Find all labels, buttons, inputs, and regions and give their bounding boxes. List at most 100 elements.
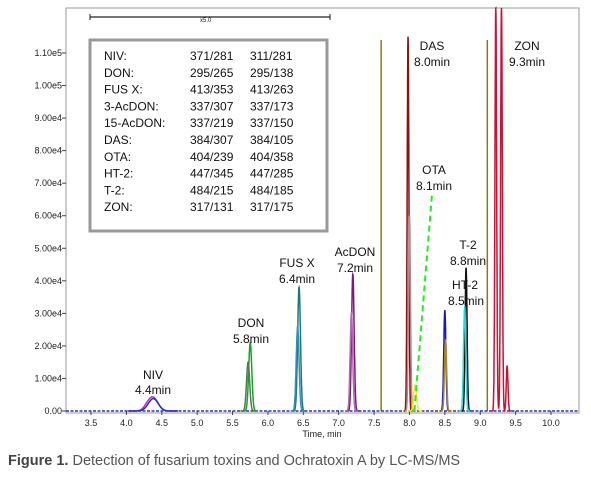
peak-label-time: 8.8min (450, 254, 486, 268)
y-tick-label: 2.00e4 (34, 341, 62, 351)
peak-label-time: 7.2min (337, 261, 373, 275)
caption-text: Detection of fusarium toxins and Ochrato… (68, 453, 461, 469)
legend-entry: ZON: 317/131 317/175 (104, 200, 294, 214)
y-tick-label: 5.00e4 (34, 243, 62, 253)
y-tick-label: 7.00e4 (34, 178, 62, 188)
trace-line (128, 397, 178, 412)
legend-entry-name: FUS X: (104, 83, 143, 97)
legend-entry: 3-AcDON: 337/307 337/173 (104, 99, 294, 113)
ota-dashed-trace (413, 192, 434, 412)
legend-entry-transition-1: 384/307 (190, 133, 234, 147)
y-tick-label: 1.00e5 (34, 81, 62, 91)
peak-label-time: 8.0min (414, 55, 450, 69)
trace-line (459, 304, 471, 412)
legend-entry-transition-2: 311/281 (250, 49, 293, 63)
legend-entry-transition-2: 447/285 (250, 167, 294, 181)
peak-label-name: NIV (143, 368, 163, 382)
trace-line (290, 324, 305, 412)
trace-line (345, 311, 358, 412)
peak-label-time: 4.4min (135, 383, 171, 397)
peak-label-time: 8.5min (448, 294, 484, 308)
legend-entry-transition-1: 371/281 (190, 49, 234, 63)
peak-label: OTA 8.1min (416, 163, 452, 193)
y-tick-label: 1.10e5 (34, 48, 62, 58)
x-tick-label: 5.0 (191, 418, 204, 428)
peak-label: DAS 8.0min (414, 39, 450, 69)
peak-label-time: 8.1min (416, 179, 452, 193)
peak-label-name: HT-2 (452, 278, 478, 292)
peak-label: AcDON 7.2min (335, 245, 376, 275)
legend-entry-transition-1: 413/353 (190, 83, 234, 97)
legend-entry-name: 15-AcDON: (104, 116, 165, 130)
legend-entry-name: ZON: (104, 200, 133, 214)
peak-label-time: 9.3min (509, 55, 545, 69)
x-tick-label: 7.0 (332, 418, 345, 428)
x-tick-label: 6.0 (262, 418, 275, 428)
y-tick-label: 3.00e4 (34, 308, 62, 318)
x-tick-label: 3.5 (85, 418, 98, 428)
trace-line (491, 6, 512, 412)
legend-box (88, 38, 329, 233)
trace-line (403, 36, 413, 412)
legend-entry-name: OTA: (104, 150, 131, 164)
peak-label-name: FUS X (279, 256, 314, 270)
y-tick-label: 8.00e4 (34, 146, 62, 156)
y-tick-label: 9.00e4 (34, 113, 62, 123)
legend-entry-transition-2: 413/263 (250, 83, 294, 97)
y-axis-layer: 0.00 1.00e4 2.00e4 3.00e4 4.00e4 5.00e4 6.00e4… (34, 48, 66, 416)
x-axis-title: Time, min (302, 429, 341, 439)
peak-label-name: DAS (420, 39, 445, 53)
legend-entry-name: NIV: (104, 49, 127, 63)
peak-label-name: OTA (422, 163, 446, 177)
x-tick-label: 4.0 (120, 418, 133, 428)
peak-label-time: 5.8min (233, 332, 269, 346)
legend-entry-transition-1: 484/215 (190, 183, 234, 197)
x-tick-label: 9.0 (474, 418, 487, 428)
legend-entry-name: T-2: (104, 183, 125, 197)
x-tick-label: 10.0 (542, 418, 560, 428)
peak-label: T-2 8.8min (450, 238, 486, 268)
legend-entry-transition-1: 447/345 (190, 167, 234, 181)
peak-label: HT-2 8.5min (448, 278, 484, 308)
legend-entry-transition-2: 404/358 (250, 150, 294, 164)
legend-entry-transition-2: 337/173 (250, 99, 294, 113)
figure-label: Figure 1. (8, 453, 69, 469)
x-tick-label: 8.5 (439, 418, 452, 428)
x-tick-label: 5.5 (226, 418, 239, 428)
peak-label-name: ZON (514, 39, 539, 53)
x-axis-layer: 3.5 4.0 4.5 5.0 5.5 6.0 6.5 7.0 7.5 8.0 8.5 9.0 9.5 1… (85, 411, 560, 428)
legend: NIV: 371/281 311/281 DON: 295/265 295/138 FUS … (88, 38, 329, 233)
legend-entry-name: DON: (104, 66, 134, 80)
peak-label: ZON 9.3min (509, 39, 545, 69)
legend-entry: OTA: 404/239 404/358 (104, 150, 294, 164)
x-tick-label: 9.5 (509, 418, 522, 428)
trace-line (408, 383, 423, 412)
trace-layer (66, 6, 579, 412)
peak-label-name: AcDON (335, 245, 376, 259)
legend-entry: 15-AcDON: 337/219 337/150 (104, 116, 294, 130)
legend-entry: DAS: 384/307 384/105 (104, 133, 294, 147)
legend-entry-transition-1: 404/239 (190, 150, 234, 164)
legend-entry: NIV: 371/281 311/281 (104, 49, 293, 63)
figure-caption: Figure 1. Detection of fusarium toxins a… (8, 453, 460, 469)
x-tick-label: 6.5 (297, 418, 310, 428)
trace-line (240, 360, 256, 412)
legend-entry-transition-2: 295/138 (250, 66, 294, 80)
legend-entry-transition-2: 384/105 (250, 133, 294, 147)
legend-entry-transition-1: 295/265 (190, 66, 234, 80)
legend-entry-transition-2: 484/185 (250, 183, 294, 197)
x-tick-label: 7.5 (368, 418, 381, 428)
legend-entry: HT-2: 447/345 447/285 (104, 167, 294, 181)
trace-line (440, 339, 451, 412)
marker-layer (380, 40, 489, 411)
legend-entry-transition-2: 317/175 (250, 200, 294, 214)
legend-entry-transition-2: 337/150 (250, 116, 294, 130)
legend-entry-transition-1: 317/131 (190, 200, 234, 214)
legend-entry-transition-1: 337/219 (190, 116, 234, 130)
peak-label: FUS X 6.4min (279, 256, 315, 286)
legend-entry-name: HT-2: (104, 167, 133, 181)
top-scale-label: x5.0 (200, 18, 212, 24)
peak-label-name: T-2 (459, 238, 477, 252)
